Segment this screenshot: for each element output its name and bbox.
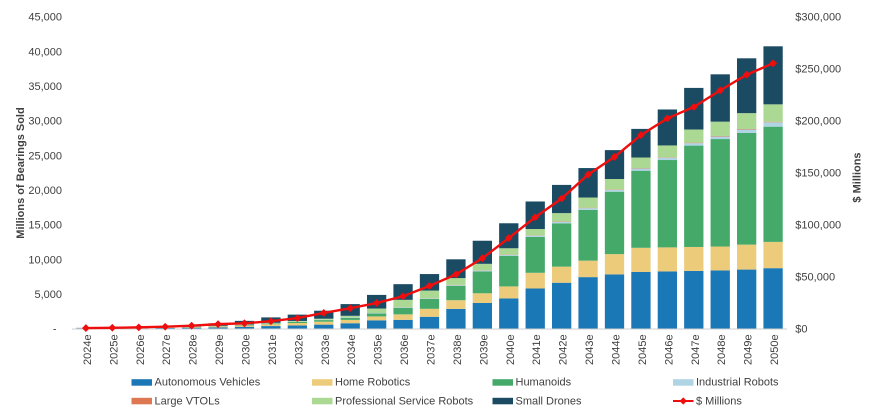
svg-text:35,000: 35,000 bbox=[28, 81, 62, 93]
svg-text:$150,000: $150,000 bbox=[795, 167, 841, 179]
svg-text:2035e: 2035e bbox=[373, 334, 385, 365]
svg-text:2041e: 2041e bbox=[531, 334, 543, 365]
svg-text:2030e: 2030e bbox=[240, 334, 252, 365]
svg-text:2040e: 2040e bbox=[505, 334, 517, 365]
svg-text:2034e: 2034e bbox=[346, 334, 358, 365]
svg-text:2045e: 2045e bbox=[637, 334, 649, 365]
svg-text:2046e: 2046e bbox=[663, 334, 675, 365]
svg-text:$250,000: $250,000 bbox=[795, 63, 841, 75]
svg-text:25,000: 25,000 bbox=[28, 150, 62, 162]
svg-text:$50,000: $50,000 bbox=[795, 271, 835, 283]
svg-text:Millions of Bearings Sold: Millions of Bearings Sold bbox=[15, 107, 27, 238]
svg-text:30,000: 30,000 bbox=[28, 116, 62, 128]
svg-text:5,000: 5,000 bbox=[34, 289, 62, 301]
svg-text:2029e: 2029e bbox=[214, 334, 226, 365]
svg-text:2042e: 2042e bbox=[558, 334, 570, 365]
svg-text:Industrial Robots: Industrial Robots bbox=[696, 377, 779, 389]
svg-text:15,000: 15,000 bbox=[28, 220, 62, 232]
svg-text:2038e: 2038e bbox=[452, 334, 464, 365]
svg-text:Autonomous Vehicles: Autonomous Vehicles bbox=[155, 377, 261, 389]
svg-text:$ Millions: $ Millions bbox=[852, 152, 864, 202]
svg-text:45,000: 45,000 bbox=[28, 12, 62, 24]
svg-text:$200,000: $200,000 bbox=[795, 115, 841, 127]
svg-text:2032e: 2032e bbox=[293, 334, 305, 365]
svg-text:20,000: 20,000 bbox=[28, 185, 62, 197]
svg-text:2048e: 2048e bbox=[716, 334, 728, 365]
svg-text:$ Millions: $ Millions bbox=[696, 396, 742, 408]
svg-text:Professional Service Robots: Professional Service Robots bbox=[335, 395, 474, 407]
svg-text:2050e: 2050e bbox=[769, 334, 781, 365]
svg-text:2036e: 2036e bbox=[399, 334, 411, 365]
svg-text:2044e: 2044e bbox=[611, 334, 623, 365]
svg-text:Home Robotics: Home Robotics bbox=[335, 377, 411, 389]
svg-text:40,000: 40,000 bbox=[28, 46, 62, 58]
svg-text:2033e: 2033e bbox=[320, 334, 332, 365]
svg-text:10,000: 10,000 bbox=[28, 254, 62, 266]
svg-text:2049e: 2049e bbox=[743, 334, 755, 365]
svg-text:Small Drones: Small Drones bbox=[516, 395, 583, 407]
svg-text:$300,000: $300,000 bbox=[795, 11, 841, 23]
svg-text:2024e: 2024e bbox=[82, 334, 94, 365]
svg-text:2027e: 2027e bbox=[161, 334, 173, 365]
svg-text:2026e: 2026e bbox=[135, 334, 147, 365]
svg-text:2028e: 2028e bbox=[188, 334, 200, 365]
svg-text:2047e: 2047e bbox=[690, 334, 702, 365]
svg-text:$0: $0 bbox=[795, 323, 807, 335]
svg-text:Humanoids: Humanoids bbox=[516, 377, 572, 389]
svg-text:2043e: 2043e bbox=[584, 334, 596, 365]
svg-text:2031e: 2031e bbox=[267, 334, 279, 365]
svg-text:2039e: 2039e bbox=[478, 334, 490, 365]
svg-text:2037e: 2037e bbox=[425, 334, 437, 365]
svg-text:2025e: 2025e bbox=[108, 334, 120, 365]
svg-text:$100,000: $100,000 bbox=[795, 219, 841, 231]
svg-text:Large VTOLs: Large VTOLs bbox=[155, 395, 221, 407]
svg-text:-: - bbox=[53, 324, 57, 336]
